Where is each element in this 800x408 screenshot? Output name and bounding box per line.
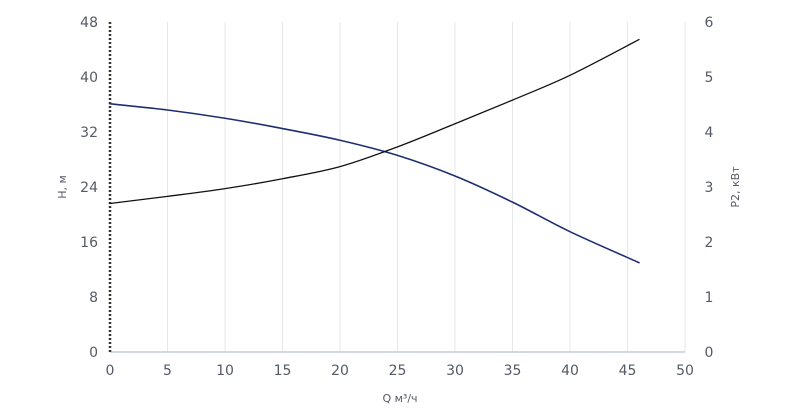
- x-tick-label: 30: [446, 363, 464, 379]
- y-right-tick-label: 4: [705, 125, 714, 141]
- y-left-tick-label: 8: [89, 290, 98, 306]
- y-right-tick-label: 2: [705, 235, 714, 251]
- y-left-tick-label: 48: [80, 15, 98, 31]
- y-right-tick-label: 0: [705, 345, 714, 361]
- y-right-tick-label: 1: [705, 290, 714, 306]
- grid: [167, 22, 686, 352]
- y-left-tick-label: 32: [80, 125, 98, 141]
- x-tick-label: 5: [163, 363, 172, 379]
- y-left-tick-label: 16: [80, 235, 98, 251]
- y-right-tick-label: 6: [705, 15, 714, 31]
- x-tick-label: 35: [504, 363, 522, 379]
- x-tick-label: 45: [619, 363, 637, 379]
- axes: [108, 22, 685, 353]
- x-tick-label: 15: [274, 363, 292, 379]
- x-axis-title: Q м³/ч: [382, 392, 417, 405]
- series: [109, 38, 640, 264]
- x-tick-label: 50: [676, 363, 694, 379]
- x-tick-label: 40: [561, 363, 579, 379]
- y-axis-left-title: H, м: [56, 175, 69, 199]
- x-tick-label: 10: [216, 363, 234, 379]
- head-curve-line: [109, 103, 640, 264]
- y-right-tick-label: 5: [705, 70, 714, 86]
- y-left-tick-label: 40: [80, 70, 98, 86]
- x-tick-label: 20: [331, 363, 349, 379]
- y-left-tick-label: 24: [80, 180, 98, 196]
- y-right-tick-label: 3: [705, 180, 714, 196]
- y-left-tick-label: 0: [89, 345, 98, 361]
- x-tick-label: 25: [389, 363, 407, 379]
- y-axis-right-title: P2, кВт: [729, 166, 742, 208]
- x-tick-label: 0: [106, 363, 115, 379]
- power-curve-line: [109, 38, 640, 205]
